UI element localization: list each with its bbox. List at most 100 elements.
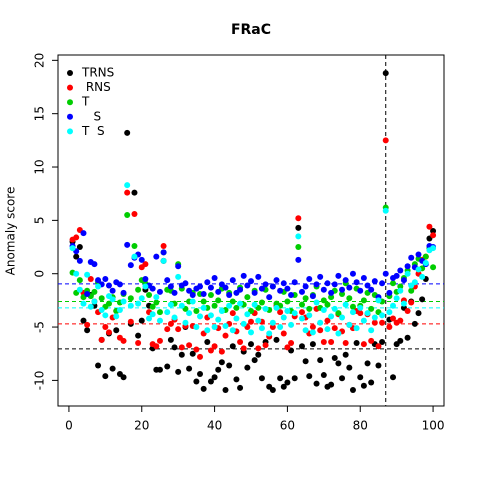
point — [404, 270, 411, 277]
point — [298, 315, 305, 322]
point — [189, 350, 196, 357]
point — [360, 297, 367, 304]
point — [349, 386, 356, 393]
point — [160, 242, 167, 249]
point — [295, 256, 302, 263]
point — [135, 332, 142, 339]
point — [415, 251, 422, 258]
point — [364, 310, 371, 317]
y-tick-label: 5 — [33, 217, 47, 225]
point — [309, 324, 316, 331]
point — [178, 344, 185, 351]
point — [382, 207, 389, 214]
point — [291, 375, 298, 382]
point — [313, 380, 320, 387]
point — [84, 327, 91, 334]
point — [375, 343, 382, 350]
point — [291, 279, 298, 286]
point — [142, 261, 149, 268]
point — [156, 309, 163, 316]
point — [284, 298, 291, 305]
point — [135, 300, 142, 307]
point — [371, 319, 378, 326]
point — [390, 315, 397, 322]
point — [146, 315, 153, 322]
point — [262, 342, 269, 349]
y-tick-label: 15 — [33, 106, 47, 121]
point — [346, 364, 353, 371]
point — [411, 320, 418, 327]
point — [328, 313, 335, 320]
point — [76, 277, 83, 284]
point — [186, 287, 193, 294]
point — [113, 313, 120, 320]
point — [120, 337, 127, 344]
point — [357, 304, 364, 311]
point — [164, 277, 171, 284]
point — [302, 283, 309, 290]
legend-marker — [67, 113, 73, 120]
y-tick-label: -5 — [33, 321, 47, 333]
y-axis-label: Anomaly score — [4, 187, 18, 276]
point — [306, 373, 313, 380]
point — [317, 273, 324, 280]
point — [197, 370, 204, 377]
point — [335, 330, 342, 337]
legend-marker — [67, 84, 73, 91]
point — [197, 313, 204, 320]
point — [124, 212, 131, 219]
point — [357, 374, 364, 381]
point — [386, 289, 393, 296]
point — [280, 330, 287, 337]
point — [226, 292, 233, 299]
point — [258, 325, 265, 332]
point — [288, 321, 295, 328]
point — [204, 327, 211, 334]
point — [349, 270, 356, 277]
point — [309, 341, 316, 348]
point — [331, 354, 338, 361]
point — [153, 299, 160, 306]
point — [120, 374, 127, 381]
point — [178, 302, 185, 309]
point — [156, 366, 163, 373]
point — [207, 284, 214, 291]
point — [331, 325, 338, 332]
point — [331, 281, 338, 288]
point — [113, 327, 120, 334]
point — [131, 210, 138, 217]
point — [211, 324, 218, 331]
point — [84, 271, 91, 278]
point — [382, 270, 389, 277]
point — [390, 280, 397, 287]
point — [226, 362, 233, 369]
point — [295, 224, 302, 231]
point — [277, 287, 284, 294]
point — [430, 245, 437, 252]
point — [240, 320, 247, 327]
point — [346, 284, 353, 291]
point — [229, 327, 236, 334]
point — [368, 327, 375, 334]
point — [98, 295, 105, 302]
point — [248, 329, 254, 336]
point — [87, 303, 94, 310]
point — [200, 385, 207, 392]
point — [160, 257, 167, 264]
point — [386, 324, 393, 331]
point — [189, 298, 196, 305]
point — [393, 272, 400, 279]
point — [237, 286, 244, 293]
point — [222, 284, 229, 291]
point — [251, 301, 258, 308]
point — [266, 294, 273, 301]
point — [317, 319, 324, 326]
point — [237, 338, 244, 345]
point — [404, 334, 411, 341]
point — [317, 357, 324, 364]
point — [375, 362, 382, 369]
point — [186, 365, 193, 372]
x-tick-label: 20 — [134, 419, 149, 433]
point — [240, 272, 247, 279]
point — [175, 368, 182, 375]
